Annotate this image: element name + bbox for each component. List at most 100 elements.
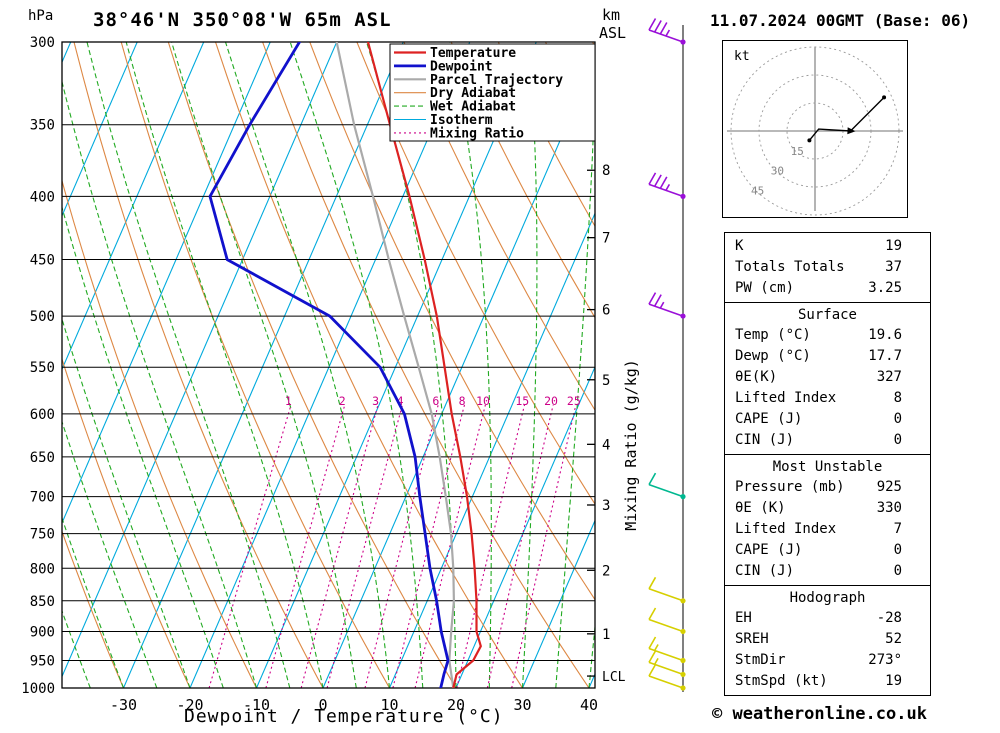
chart-primitive <box>653 294 662 307</box>
chart-primitive <box>659 22 668 35</box>
wind-barb-column <box>648 18 686 692</box>
chart-primitive <box>122 42 404 688</box>
chart-primitive <box>497 42 595 228</box>
chart-primitive <box>592 42 595 48</box>
stat-value: 330 <box>876 500 902 516</box>
chart-primitive <box>255 42 537 688</box>
chart-primitive <box>653 644 659 651</box>
chart-primitive <box>648 618 684 633</box>
hodograph-unit-label: kt <box>734 49 750 64</box>
stat-row: Lifted Index 8 <box>725 388 930 409</box>
stat-row: Pressure (mb) 925 <box>725 477 930 498</box>
wind-barb <box>648 636 686 664</box>
chart-primitive <box>648 636 657 649</box>
stat-value: 52 <box>885 631 902 647</box>
stat-row: θE(K) 327 <box>725 367 930 388</box>
chart-primitive <box>648 576 657 590</box>
stat-label: EH <box>735 610 752 626</box>
pressure-tick-label: 1000 <box>21 681 55 697</box>
chart-primitive <box>414 404 486 688</box>
hodograph-start-point <box>807 138 812 143</box>
chart-primitive <box>456 404 526 688</box>
mixing-ratio-value: 25 <box>567 394 581 408</box>
chart-primitive <box>322 58 595 688</box>
chart-primitive <box>403 42 595 412</box>
stat-value: 17.7 <box>868 348 902 364</box>
hodograph-trace <box>808 96 885 141</box>
pressure-tick-label: 550 <box>30 360 55 376</box>
mixing-ratio-value: 3 <box>372 394 379 408</box>
stat-label: StmSpd (kt) <box>735 673 828 689</box>
stat-value: 273° <box>868 652 902 668</box>
wind-barb <box>648 472 686 500</box>
stats-section-header: Surface <box>797 307 857 323</box>
stat-label: K <box>735 238 744 254</box>
chart-primitive <box>189 42 471 688</box>
temp-tick-label: -10 <box>243 696 270 714</box>
chart-primitive <box>392 404 466 688</box>
chart-primitive <box>450 42 595 319</box>
x-axis-title: Dewpoint / Temperature (°C) <box>184 706 504 727</box>
stats-section-header: Hodograph <box>789 590 866 606</box>
wind-barb <box>648 576 686 604</box>
pressure-tick-label: 800 <box>30 561 55 577</box>
km-tick-label: 7 <box>602 231 610 247</box>
km-tick-label: 8 <box>602 163 610 179</box>
dry-adiabat-lines <box>62 42 710 688</box>
hodograph-arrowhead <box>847 127 856 135</box>
chart-primitive <box>648 664 657 677</box>
stat-row: Lifted Index 7 <box>725 519 930 540</box>
pressure-tick-label: 700 <box>30 490 55 506</box>
chart-primitive <box>449 42 492 688</box>
stat-label: Lifted Index <box>735 390 837 406</box>
km-tick-label: 6 <box>602 303 610 319</box>
stat-label: θE(K) <box>735 369 778 385</box>
stat-label: CIN (J) <box>735 432 795 448</box>
chart-primitive <box>659 176 668 189</box>
chart-primitive <box>0 42 24 688</box>
wind-barb <box>648 664 686 691</box>
stat-value: 925 <box>876 479 902 495</box>
km-tick-label: 5 <box>602 373 610 389</box>
stat-value: 0 <box>893 411 902 427</box>
stat-value: 19 <box>885 238 902 254</box>
stat-value: 0 <box>893 542 902 558</box>
chart-primitive <box>640 42 710 688</box>
legend-label-dry_adiabat: Dry Adiabat <box>430 86 516 101</box>
pressure-tick-label: 850 <box>30 594 55 610</box>
wind-barb <box>648 18 686 45</box>
temp-tick-label: -30 <box>110 696 137 714</box>
chart-primitive <box>648 172 657 185</box>
hodograph-ring <box>730 46 900 216</box>
chart-primitive <box>588 672 595 688</box>
skewt-chart: 1 2 3 4 6 8 10 15 20 2530035040045050055060065070… <box>0 6 710 714</box>
stat-row: CAPE (J) 0 <box>725 540 930 561</box>
chart-primitive <box>388 212 595 688</box>
chart-primitive <box>648 483 684 498</box>
pressure-tick-label: 600 <box>30 407 55 423</box>
mixing-ratio-value: 2 <box>339 394 346 408</box>
mixing-ratio-value: 8 <box>459 394 466 408</box>
pressure-tick-label: 350 <box>30 118 55 134</box>
temp-tick-label: 30 <box>513 696 531 714</box>
stat-row: Totals Totals 37 <box>725 257 930 278</box>
mixing-ratio-value: 10 <box>476 394 490 408</box>
legend-label-wet_adiabat: Wet Adiabat <box>430 100 516 115</box>
pressure-tick-label: 900 <box>30 624 55 640</box>
temp-tick-label: 40 <box>580 696 598 714</box>
mixing-ratio-value-labels: 1 2 3 4 6 8 10 15 20 25 <box>285 394 581 408</box>
indices-table: K 19 Totals Totals 37 PW (cm) 3.25 Surface Temp… <box>724 232 931 696</box>
stat-row: PW (cm) 3.25 <box>725 278 930 299</box>
sounding-curves <box>208 42 482 688</box>
stat-label: SREH <box>735 631 769 647</box>
pressure-tick-label: 750 <box>30 527 55 543</box>
temp-tick-label: 10 <box>380 696 398 714</box>
stat-value: 19.6 <box>868 327 902 343</box>
mixing-ratio-value: 15 <box>515 394 529 408</box>
hodograph-ring <box>758 74 872 188</box>
isotherm-lines <box>62 42 595 688</box>
chart-primitive <box>648 607 657 620</box>
hodograph-ring-label: 15 <box>791 145 804 158</box>
chart-primitive <box>486 404 554 688</box>
